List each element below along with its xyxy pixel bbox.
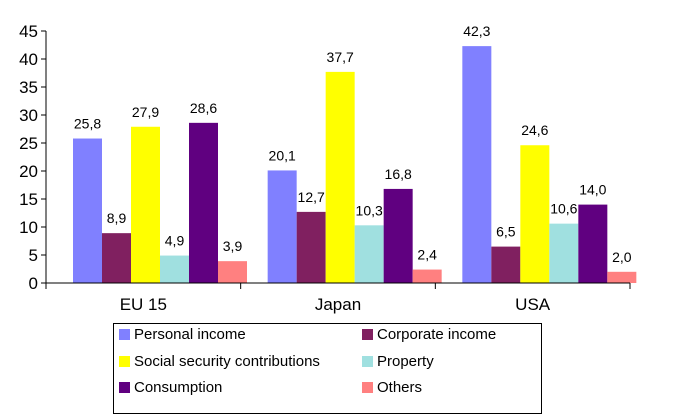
bar-personal-income-usa — [462, 46, 492, 284]
data-label: 25,8 — [74, 116, 101, 132]
legend-swatch — [119, 328, 130, 340]
legend-swatch — [362, 381, 373, 393]
data-label: 4,9 — [165, 233, 185, 249]
legend: Personal income Corporate income Social se… — [113, 323, 542, 414]
data-label: 24,6 — [521, 122, 548, 138]
bar-chart: 25,8 20,1 42,3 8,9 12,7 6,5 27,9 37,7 24,6 4,9 10,… — [19, 22, 637, 314]
bar-social-security-contributions-usa — [520, 145, 550, 283]
x-category-label: EU 15 — [120, 295, 167, 314]
legend-label: Property — [377, 352, 434, 370]
bar-consumption-usa — [578, 204, 608, 283]
data-label: 27,9 — [132, 104, 159, 120]
bar-others-japan — [412, 269, 442, 283]
bar-corporate-income-eu-15 — [102, 233, 131, 283]
bar-property-usa — [549, 223, 579, 283]
data-label: 20,1 — [269, 147, 296, 163]
data-label: 14,0 — [579, 182, 606, 198]
y-tick-label: 35 — [19, 78, 38, 97]
legend-label: Others — [377, 378, 423, 396]
x-category-label: USA — [515, 295, 551, 314]
legend-label: Consumption — [134, 378, 223, 396]
data-label: 10,3 — [356, 202, 383, 218]
data-label: 28,6 — [190, 100, 217, 116]
y-tick-label: 5 — [29, 246, 38, 265]
legend-label: Corporate income — [377, 325, 497, 343]
bar-social-security-contributions-japan — [325, 71, 355, 283]
data-label: 2,4 — [417, 247, 437, 263]
legend-label: Personal income — [134, 325, 246, 343]
data-label: 3,9 — [223, 238, 243, 254]
bar-personal-income-eu-15 — [73, 138, 102, 283]
bar-personal-income-japan — [267, 170, 297, 283]
y-tick-label: 30 — [19, 106, 38, 125]
legend-item: Personal income — [119, 324, 246, 344]
y-tick-label: 25 — [19, 134, 38, 153]
legend-item: Consumption — [119, 377, 222, 397]
data-label: 37,7 — [327, 49, 354, 65]
y-tick-label: 40 — [19, 50, 38, 69]
data-labels-layer: 25,8 20,1 42,3 8,9 12,7 6,5 27,9 37,7 24,6 4,9 10,… — [74, 23, 632, 265]
bar-corporate-income-usa — [491, 246, 521, 283]
data-label: 42,3 — [463, 23, 490, 39]
bar-social-security-contributions-eu-15 — [131, 126, 160, 283]
data-label: 6,5 — [496, 224, 516, 240]
data-label: 2,0 — [612, 249, 632, 265]
legend-item: Corporate income — [362, 324, 496, 344]
bars-layer — [73, 46, 637, 284]
y-tick-label: 10 — [19, 218, 38, 237]
y-tick-label: 20 — [19, 162, 38, 181]
bar-consumption-japan — [383, 188, 413, 283]
bar-property-japan — [354, 225, 384, 283]
data-label: 8,9 — [107, 210, 127, 226]
legend-swatch — [119, 381, 130, 393]
legend-swatch — [362, 328, 373, 340]
y-tick-label: 0 — [29, 274, 38, 293]
bar-others-eu-15 — [218, 261, 247, 283]
data-label: 16,8 — [385, 166, 412, 182]
y-tick-label: 15 — [19, 190, 38, 209]
legend-swatch — [119, 355, 130, 367]
bar-corporate-income-japan — [296, 211, 326, 283]
bar-others-usa — [607, 271, 637, 283]
y-tick-label: 45 — [19, 22, 38, 41]
legend-item: Others — [362, 377, 422, 397]
data-label: 12,7 — [298, 189, 325, 205]
legend-item: Social security contributions — [119, 351, 320, 371]
legend-item: Property — [362, 351, 434, 371]
legend-swatch — [362, 355, 373, 367]
bar-property-eu-15 — [160, 255, 189, 283]
x-category-label: Japan — [315, 295, 361, 314]
data-label: 10,6 — [550, 201, 577, 217]
legend-label: Social security contributions — [134, 352, 320, 370]
axes-layer: 0 5 10 15 20 25 30 35 40 45 EU 15 Japan USA — [19, 22, 631, 314]
bar-consumption-eu-15 — [189, 122, 218, 283]
